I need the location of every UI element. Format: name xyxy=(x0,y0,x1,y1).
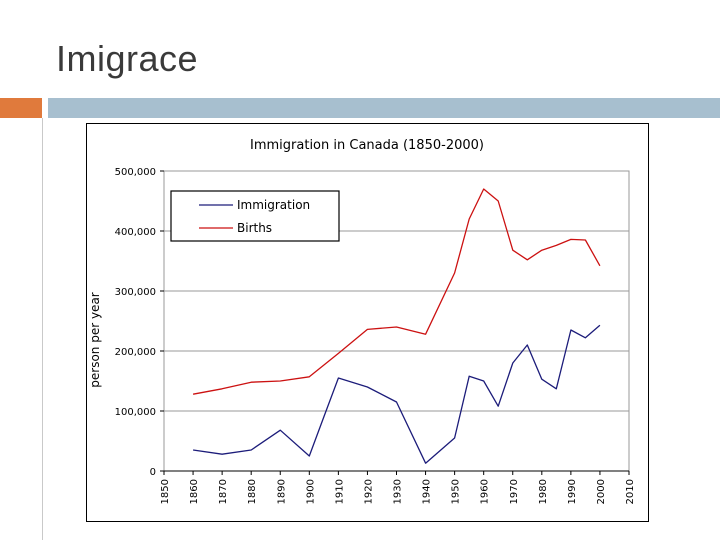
y-tick-label: 0 xyxy=(150,467,156,478)
x-tick-label: 1920 xyxy=(363,479,374,504)
x-tick-label: 1980 xyxy=(538,479,549,504)
x-tick-label: 1930 xyxy=(393,479,404,504)
series-line-immigration xyxy=(193,324,601,464)
x-tick-label: 1870 xyxy=(218,479,229,504)
x-tick-label: 1910 xyxy=(334,479,345,504)
x-tick-labels: 1850 1860 1870 1880 1890 1900 1910 1920 1930 1940… xyxy=(160,479,636,504)
legend: Immigration Births xyxy=(170,190,340,242)
chart-frame: Immigration in Canada (1850-2000) 0 100,0… xyxy=(86,123,649,522)
x-tick-label: 1900 xyxy=(305,479,316,504)
x-tick-label: 1970 xyxy=(509,479,520,504)
title-accent-orange-bar xyxy=(0,98,42,118)
y-tick-label: 100,000 xyxy=(115,407,156,418)
y-tick-label: 500,000 xyxy=(115,167,156,178)
title-accent-blue-bar xyxy=(48,98,720,118)
axis-layer xyxy=(160,170,630,475)
x-tick-label: 2010 xyxy=(625,479,636,504)
x-tick-label: 1860 xyxy=(189,479,200,504)
chart-title: Immigration in Canada (1850-2000) xyxy=(250,138,484,153)
y-tick-labels: 0 100,000 200,000 300,000 400,000 500,000 xyxy=(115,167,156,478)
x-tick-label: 1990 xyxy=(567,479,578,504)
y-tick-label: 300,000 xyxy=(115,287,156,298)
legend-box xyxy=(170,190,340,242)
immigration-chart: Immigration in Canada (1850-2000) 0 100,0… xyxy=(88,138,636,504)
slide-margin-line xyxy=(42,118,43,540)
series-line-births xyxy=(192,188,601,395)
y-axis-label: person per year xyxy=(88,292,102,388)
legend-immigration-label: Immigration xyxy=(237,198,310,212)
x-tick-label: 1890 xyxy=(276,479,287,504)
series-layer xyxy=(192,188,601,464)
x-tick-label: 1850 xyxy=(160,479,171,504)
x-tick-label: 1880 xyxy=(247,479,258,504)
x-tick-label: 1940 xyxy=(422,479,433,504)
slide-title: Imigrace xyxy=(56,38,199,79)
x-tick-label: 2000 xyxy=(596,479,607,504)
y-tick-label: 400,000 xyxy=(115,227,156,238)
x-tick-label: 1950 xyxy=(451,479,462,504)
legend-births-label: Births xyxy=(237,221,272,235)
x-tick-label: 1960 xyxy=(480,479,491,504)
y-tick-label: 200,000 xyxy=(115,347,156,358)
